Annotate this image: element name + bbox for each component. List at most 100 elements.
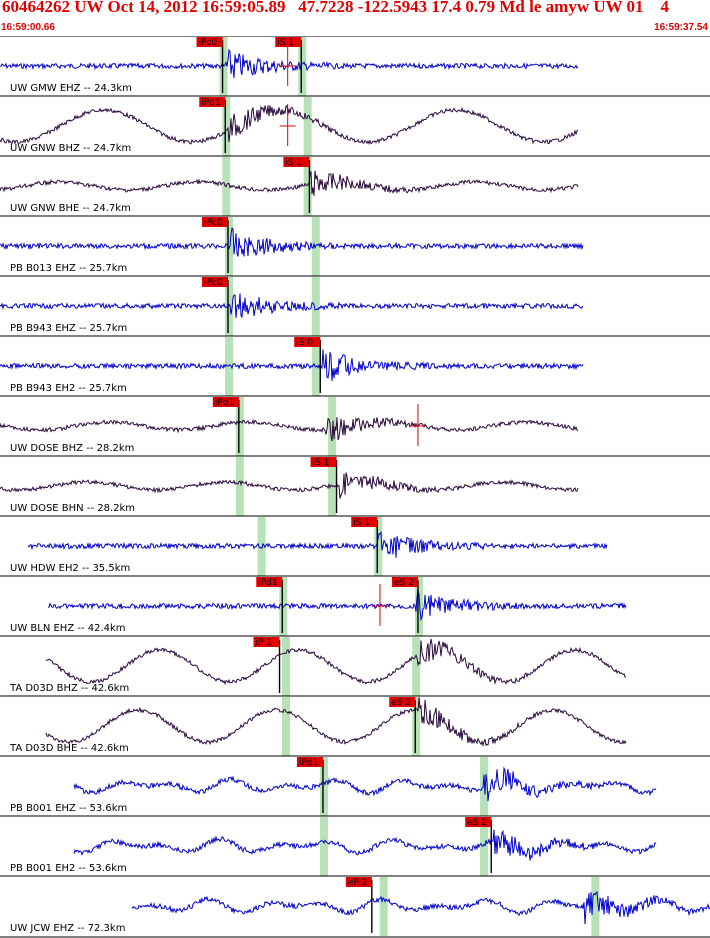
trace-row[interactable]: eP 2 UW JCW EHZ -- 72.3km bbox=[0, 875, 710, 936]
station-label: UW BLN EHZ -- 42.4km bbox=[10, 623, 126, 634]
pick-flag[interactable] bbox=[465, 817, 492, 827]
pick-highlight-band bbox=[328, 397, 337, 456]
waveform bbox=[73, 829, 657, 861]
pick-highlight-band bbox=[412, 637, 421, 696]
pick-flag[interactable] bbox=[253, 637, 280, 647]
waveform bbox=[0, 293, 584, 319]
pick-flag[interactable] bbox=[196, 37, 223, 47]
pick-label: iPc0 bbox=[204, 218, 223, 228]
trace-row[interactable]: iS 1 UW GNW BHE -- 24.7km bbox=[0, 155, 710, 216]
station-label: PB B013 EHZ -- 25.7km bbox=[10, 263, 127, 274]
pick-highlight-band bbox=[224, 337, 233, 396]
pick-highlight-band bbox=[379, 877, 388, 936]
pick-label: iPc0 bbox=[199, 38, 218, 48]
station-label: UW GNW BHE -- 24.7km bbox=[10, 203, 131, 214]
pick-label: iS 1 bbox=[313, 458, 330, 468]
header-bar: 60464262 UW Oct 14, 2012 16:59:05.89 47.… bbox=[0, 0, 710, 36]
station-label: UW DOSE BHN -- 28.2km bbox=[10, 503, 135, 514]
pick-label: iP 1 bbox=[256, 638, 273, 648]
event-title: 60464262 UW Oct 14, 2012 16:59:05.89 47.… bbox=[2, 0, 670, 16]
waveform bbox=[0, 48, 579, 79]
waveform bbox=[0, 417, 579, 442]
pick-flag[interactable] bbox=[391, 577, 418, 587]
waveform bbox=[0, 105, 579, 146]
pick-highlight-band bbox=[303, 97, 312, 156]
pick-highlight-band bbox=[222, 97, 231, 156]
pick-highlight-band bbox=[235, 397, 244, 456]
waveform bbox=[131, 890, 710, 925]
trace-row[interactable]: iPc0 PB B943 EHZ -- 25.7km bbox=[0, 275, 710, 336]
trace-row[interactable]: iP 1 TA D03D BHZ -- 42.6km bbox=[0, 635, 710, 696]
pick-highlight-band bbox=[412, 697, 421, 756]
trace-row[interactable]: iS 1 UW HDW EH2 -- 35.5km bbox=[0, 515, 710, 576]
station-label: UW JCW EHZ -- 72.3km bbox=[10, 923, 125, 934]
pick-flag[interactable] bbox=[296, 757, 323, 767]
pick-highlight-band bbox=[319, 757, 328, 816]
pick-highlight-band bbox=[257, 517, 266, 576]
pick-label: iPd1 bbox=[201, 98, 220, 108]
trace-row[interactable]: eS 2 TA D03D BHE -- 42.6km bbox=[0, 695, 710, 756]
trace-row[interactable]: iPd1 UW GNW BHZ -- 24.7km bbox=[0, 95, 710, 156]
pick-highlight-band bbox=[480, 757, 489, 816]
pick-flag[interactable] bbox=[199, 97, 226, 107]
pick-label: eS 2 bbox=[467, 818, 487, 828]
station-label: PB B943 EH2 -- 25.7km bbox=[10, 383, 127, 394]
pick-highlight-band bbox=[480, 817, 489, 876]
pick-highlight-band bbox=[414, 577, 423, 636]
trace-row[interactable]: iPc0 iS 1 UW GMW EHZ -- 24.3km bbox=[0, 36, 710, 96]
station-label: UW GMW EHZ -- 24.3km bbox=[10, 83, 132, 94]
trace-row[interactable]: iS 0 PB B943 EH2 -- 25.7km bbox=[0, 335, 710, 396]
pick-highlight-band bbox=[374, 517, 383, 576]
start-time: 16:59:00.66 bbox=[1, 22, 55, 33]
pick-flag[interactable] bbox=[345, 877, 372, 887]
trace-row[interactable]: iPc0 PB B013 EHZ -- 25.7km bbox=[0, 215, 710, 276]
station-label: PB B001 EHZ -- 53.6km bbox=[10, 803, 127, 814]
trace-row[interactable]: iS 1 UW DOSE BHN -- 28.2km bbox=[0, 455, 710, 516]
pick-flag[interactable] bbox=[201, 277, 228, 287]
pick-label: eS 2 bbox=[391, 698, 411, 708]
waveform bbox=[73, 766, 657, 802]
pick-label: eP 2 bbox=[348, 878, 368, 888]
pick-flag[interactable] bbox=[389, 697, 416, 707]
pick-label: iS 1 bbox=[277, 38, 294, 48]
pick-label: iS 0 bbox=[296, 338, 313, 348]
station-label: PB B001 EH2 -- 53.6km bbox=[10, 863, 127, 874]
waveform bbox=[47, 589, 627, 622]
waveform bbox=[0, 170, 579, 196]
pick-highlight-band bbox=[328, 457, 337, 516]
pick-label: eS 2 bbox=[394, 578, 414, 588]
pick-highlight-band bbox=[224, 217, 233, 276]
pick-highlight-band bbox=[281, 697, 290, 756]
pick-flag[interactable] bbox=[283, 157, 310, 167]
pick-flag[interactable] bbox=[256, 577, 283, 587]
pick-flag[interactable] bbox=[310, 457, 337, 467]
pick-highlight-band bbox=[591, 877, 600, 936]
pick-highlight-band bbox=[219, 37, 228, 96]
pick-flag[interactable] bbox=[294, 337, 321, 347]
trace-row[interactable]: eS 2 PB B001 EH2 -- 53.6km bbox=[0, 815, 710, 876]
pick-flag[interactable] bbox=[201, 217, 228, 227]
station-label: UW GNW BHZ -- 24.7km bbox=[10, 143, 131, 154]
pick-highlight-band bbox=[235, 457, 244, 516]
station-label: TA D03D BHE -- 42.6km bbox=[9, 743, 129, 754]
pick-flag[interactable] bbox=[351, 517, 378, 527]
pick-highlight-band bbox=[224, 277, 233, 336]
pick-highlight-band bbox=[303, 157, 312, 216]
station-label: PB B943 EHZ -- 25.7km bbox=[10, 323, 127, 334]
pick-label: iS 1 bbox=[353, 518, 370, 528]
station-label: TA D03D BHZ -- 42.6km bbox=[9, 683, 129, 694]
pick-flag[interactable] bbox=[275, 37, 302, 47]
trace-row[interactable]: iPd1 eS 2 UW BLN EHZ -- 42.4km bbox=[0, 575, 710, 636]
end-time: 16:59:37.54 bbox=[654, 22, 708, 33]
seismogram-panel[interactable]: iPc0 iS 1 UW GMW EHZ -- 24.3km iPd1 UW GNW B… bbox=[0, 36, 710, 938]
pick-highlight-band bbox=[319, 817, 328, 876]
waveform bbox=[27, 530, 608, 558]
pick-label: iPd1 bbox=[258, 578, 277, 588]
pick-highlight-band bbox=[281, 637, 290, 696]
trace-row[interactable]: iPd1 UW DOSE BHZ -- 28.2km bbox=[0, 395, 710, 456]
pick-highlight-band bbox=[298, 37, 307, 96]
waveform bbox=[45, 697, 627, 747]
pick-flag[interactable] bbox=[212, 397, 239, 407]
waveform bbox=[0, 227, 584, 257]
trace-row[interactable]: iPd1 PB B001 EHZ -- 53.6km bbox=[0, 755, 710, 816]
